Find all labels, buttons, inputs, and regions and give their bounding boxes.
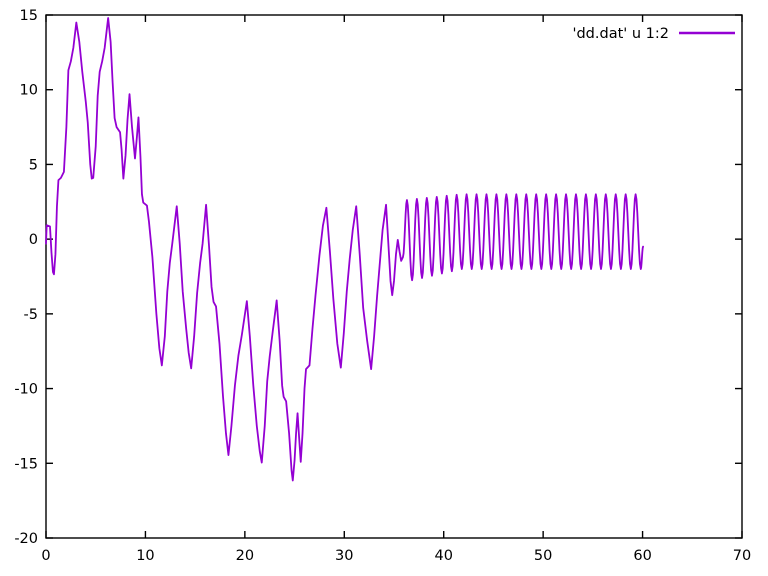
x-tick-label: 10 <box>136 548 154 564</box>
y-tick-label: -15 <box>14 456 38 472</box>
y-tick-label: -10 <box>14 382 38 398</box>
y-tick-label: 10 <box>20 83 38 99</box>
legend-label: 'dd.dat' u 1:2 <box>572 26 669 42</box>
y-tick-label: 15 <box>20 8 38 24</box>
x-tick-label: 50 <box>534 548 552 564</box>
y-tick-label: 0 <box>29 232 38 248</box>
plot-border <box>45 14 743 539</box>
series-line <box>45 17 644 482</box>
x-tick-label: 0 <box>41 548 50 564</box>
y-tick-label: -20 <box>14 531 38 547</box>
x-tick-label: 70 <box>733 548 751 564</box>
x-tick-label: 40 <box>434 548 452 564</box>
x-tick-label: 30 <box>335 548 353 564</box>
y-tick-label: 5 <box>29 157 38 173</box>
y-tick-label: -5 <box>24 307 38 323</box>
x-tick-label: 20 <box>236 548 254 564</box>
x-tick-label: 60 <box>633 548 651 564</box>
